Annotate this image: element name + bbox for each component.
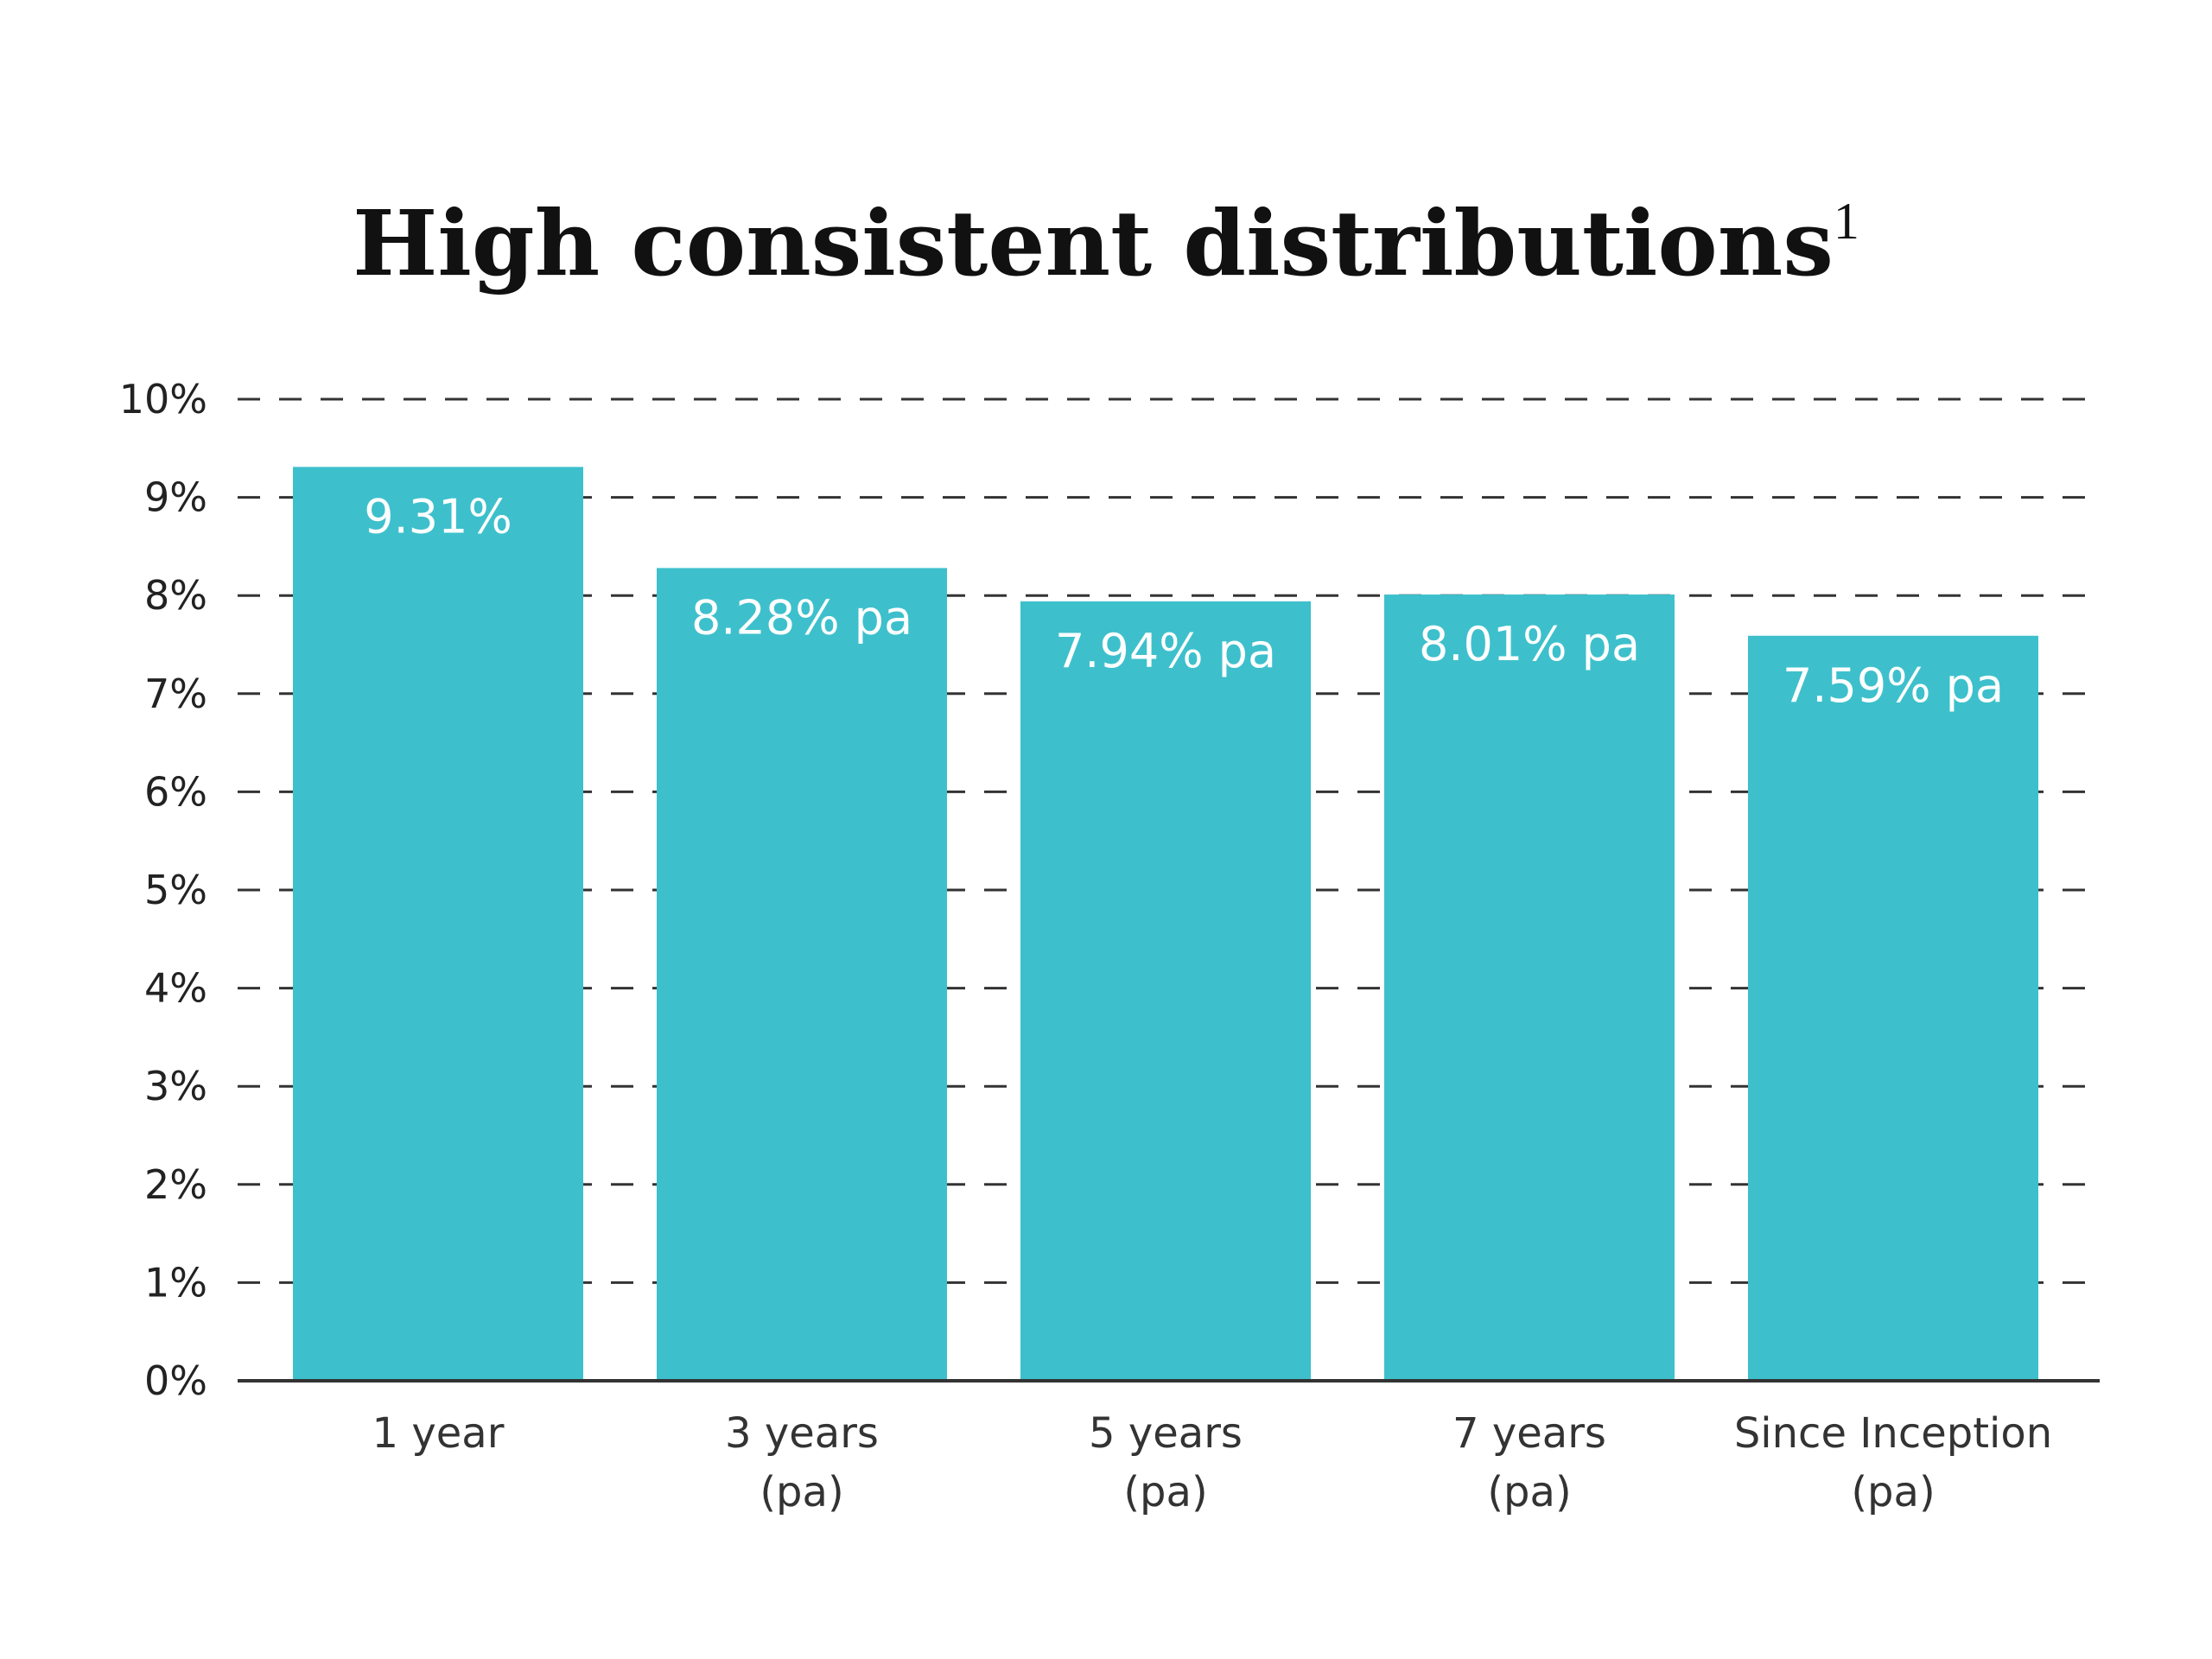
x-category-label: (pa) (1851, 1468, 1935, 1516)
bar-data-label: 9.31% (364, 489, 512, 543)
x-category-label: (pa) (760, 1468, 843, 1516)
bar (293, 467, 583, 1381)
x-category-label: (pa) (1123, 1468, 1207, 1516)
y-tick-label: 0% (144, 1357, 207, 1404)
bar (657, 568, 947, 1381)
chart-title: High consistent distributions1 (353, 190, 1859, 296)
bar-data-label: 7.59% pa (1783, 658, 2004, 713)
y-tick-label: 5% (144, 867, 207, 913)
y-tick-label: 3% (144, 1063, 207, 1109)
y-tick-label: 8% (144, 572, 207, 619)
chart-title-main: High consistent distributions (353, 190, 1834, 296)
bar (1020, 601, 1311, 1381)
y-tick-label: 4% (144, 965, 207, 1012)
x-category-label: Since Inception (1734, 1409, 2052, 1458)
bar (1384, 594, 1675, 1381)
bar (1748, 635, 2038, 1381)
x-category-labels: 1 year 3 years (pa) 5 years (pa) 7 years (pa) S… (372, 1409, 2053, 1516)
y-tick-label: 1% (144, 1259, 207, 1306)
x-category-label: 1 year (372, 1409, 505, 1458)
x-category-label: 5 years (1089, 1409, 1243, 1458)
x-category-label: 7 years (1452, 1409, 1606, 1458)
y-tick-label: 6% (144, 768, 207, 815)
y-tick-label: 2% (144, 1161, 207, 1208)
bar-data-labels: 9.31% 8.28% pa 7.94% pa 8.01% pa 7.59% pa (364, 489, 2004, 712)
x-category-label: 3 years (725, 1409, 879, 1458)
y-tick-labels: 0% 1% 2% 3% 4% 5% 6% 7% 8% 9% 10% (119, 376, 207, 1404)
y-tick-label: 10% (119, 376, 207, 423)
bar-data-label: 8.01% pa (1419, 617, 1640, 671)
bar-data-label: 7.94% pa (1055, 624, 1276, 678)
x-category-label: (pa) (1487, 1468, 1571, 1516)
y-tick-label: 9% (144, 474, 207, 521)
y-tick-label: 7% (144, 671, 207, 717)
bars (293, 467, 2038, 1381)
bar-data-label: 8.28% pa (691, 590, 912, 645)
chart-title-superscript: 1 (1834, 193, 1859, 250)
